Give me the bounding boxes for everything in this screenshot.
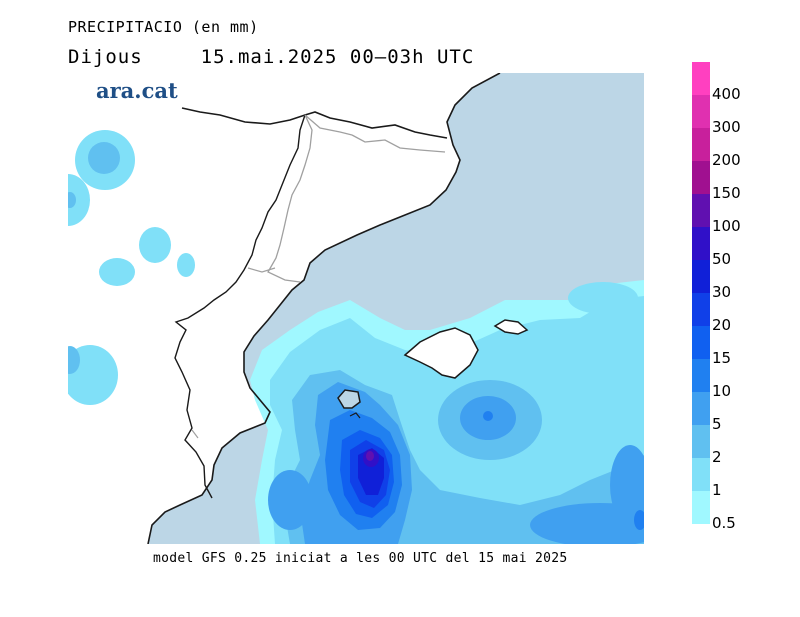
model-note: model GFS 0.25 iniciat a les 00 UTC del … (153, 551, 568, 566)
day-label: Dijous (68, 46, 143, 68)
legend-swatch (692, 392, 710, 425)
ibiza-island (337, 389, 361, 409)
legend-swatch (692, 260, 710, 293)
mallorca-island (403, 327, 479, 379)
legend-swatch (692, 458, 710, 491)
legend-swatch (692, 293, 710, 326)
legend-label: 1 (712, 481, 722, 499)
legend-swatch (692, 95, 710, 128)
precipitation-legend (692, 62, 710, 524)
legend-label: 0.5 (712, 514, 736, 532)
legend-label: 300 (712, 118, 741, 136)
formentera-island (349, 412, 361, 419)
legend-label: 400 (712, 85, 741, 103)
legend-swatch (692, 194, 710, 227)
valencia-border (191, 267, 276, 439)
legend-swatch (692, 161, 710, 194)
menorca-island (493, 319, 529, 335)
france-spain-border (181, 107, 448, 139)
legend-label: 15 (712, 349, 732, 367)
map-subtitle: Dijous 15.mai.2025 00–03h UTC (68, 46, 532, 68)
catalonia-border (267, 114, 446, 283)
aracat-logo: ara.cat (96, 78, 178, 103)
legend-label: 30 (712, 283, 732, 301)
legend-label: 5 (712, 415, 722, 433)
coastline (147, 73, 501, 544)
legend-label: 150 (712, 184, 741, 202)
legend-swatch (692, 227, 710, 260)
legend-swatch (692, 425, 710, 458)
legend-label: 2 (712, 448, 722, 466)
land-area (68, 73, 500, 544)
legend-label: 50 (712, 250, 732, 268)
legend-label: 20 (712, 316, 732, 334)
legend-label: 10 (712, 382, 732, 400)
legend-swatch (692, 491, 710, 524)
precip-fields (68, 130, 644, 544)
legend-swatch (692, 359, 710, 392)
legend-label: 200 (712, 151, 741, 169)
legend-label: 100 (712, 217, 741, 235)
date-range-label: 15.mai.2025 00–03h UTC (200, 46, 475, 68)
region-border-west (174, 114, 306, 499)
legend-swatch (692, 128, 710, 161)
legend-swatch (692, 326, 710, 359)
map-title: PRECIPITACIO (en mm) (68, 18, 259, 36)
legend-swatch (692, 62, 710, 95)
